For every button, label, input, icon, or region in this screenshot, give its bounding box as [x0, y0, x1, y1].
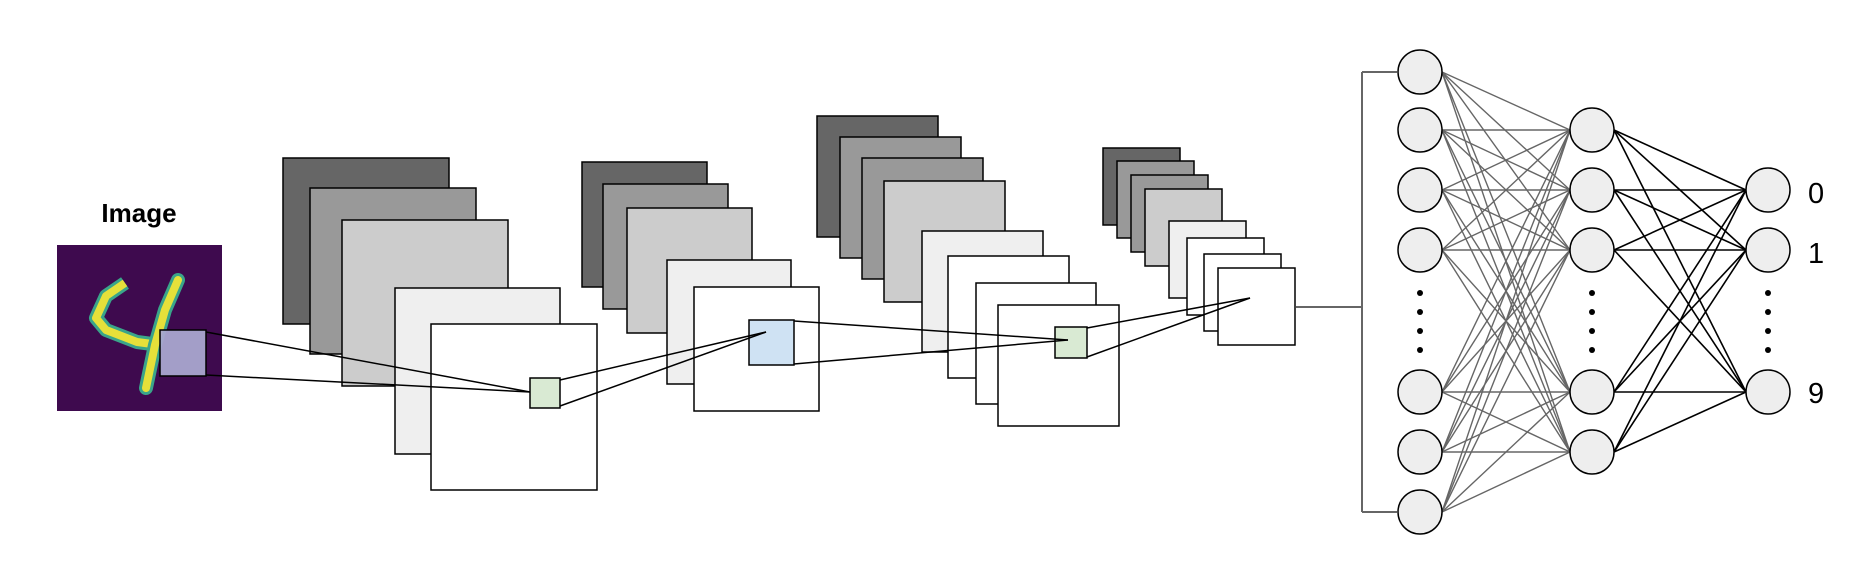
ellipsis-dot — [1589, 347, 1595, 353]
fc-ellipsis-markers — [1417, 290, 1771, 353]
output-label-9: 9 — [1808, 378, 1824, 410]
conv-block-1 — [282, 157, 598, 491]
fc-connection — [1441, 129, 1571, 191]
fc-connection — [1441, 189, 1571, 251]
projection-line — [205, 331, 531, 393]
fc-neurons — [1397, 49, 1791, 535]
fc-connection — [1613, 129, 1747, 393]
projection-line — [205, 374, 531, 393]
neuron-node — [1397, 369, 1443, 415]
neuron-node — [1569, 227, 1615, 273]
ellipsis-dot — [1765, 309, 1771, 315]
ellipsis-dot — [1589, 309, 1595, 315]
feature-map — [1217, 267, 1296, 346]
output-label-1: 1 — [1808, 238, 1824, 270]
projection-line — [1086, 297, 1251, 329]
projection-line — [1086, 297, 1251, 358]
fc-connection — [1441, 71, 1571, 251]
kernel-box-green — [1054, 326, 1088, 359]
ellipsis-dot — [1589, 290, 1595, 296]
ellipsis-dot — [1417, 290, 1423, 296]
digit-stroke-left — [92, 279, 161, 349]
neuron-node — [1397, 489, 1443, 535]
output-label-0: 0 — [1808, 178, 1824, 210]
image-label: Image — [101, 198, 176, 228]
neuron-node — [1569, 167, 1615, 213]
fc-connection — [1441, 129, 1571, 393]
fc-connection — [1441, 71, 1571, 131]
digit-image-background — [57, 245, 222, 411]
fc-connection — [1613, 249, 1747, 453]
fc-connection — [1613, 189, 1747, 251]
projection-line — [793, 320, 1069, 341]
neuron-node — [1569, 107, 1615, 153]
fc-connection — [1613, 129, 1747, 191]
neuron-node — [1569, 369, 1615, 415]
projection-lines — [205, 297, 1251, 407]
digit-stroke-right — [142, 276, 182, 392]
ellipsis-dot — [1417, 309, 1423, 315]
fc-connection — [1441, 71, 1571, 393]
projection-line — [793, 339, 1069, 365]
fc-connection — [1441, 129, 1571, 453]
conv-block-4 — [1102, 147, 1296, 346]
fc-connection — [1441, 129, 1571, 251]
projection-line — [559, 331, 767, 381]
neuron-node — [1745, 369, 1791, 415]
fc-connection — [1613, 391, 1747, 453]
conv-block-2 — [581, 161, 820, 412]
neuron-node — [1397, 49, 1443, 95]
projection-line — [559, 331, 767, 407]
digit-image — [57, 245, 222, 411]
neuron-node — [1745, 227, 1791, 273]
ellipsis-dot — [1765, 328, 1771, 334]
feature-map — [997, 304, 1120, 427]
fc-connection — [1441, 189, 1571, 513]
neuron-node — [1397, 429, 1443, 475]
output-labels: 0 1 9 — [1808, 178, 1824, 410]
input-image-group: Image — [57, 198, 222, 411]
fc-connection — [1441, 391, 1571, 513]
fc-connection — [1613, 189, 1747, 453]
neuron-node — [1745, 167, 1791, 213]
ellipsis-dot — [1417, 328, 1423, 334]
fc-connection — [1441, 391, 1571, 453]
fc-connection — [1441, 71, 1571, 191]
fc-connection — [1441, 129, 1571, 513]
neuron-node — [1397, 167, 1443, 213]
neuron-node — [1397, 227, 1443, 273]
conv-block-3 — [816, 115, 1120, 427]
fc-connection — [1441, 249, 1571, 513]
fc-connection — [1441, 451, 1571, 513]
feature-map — [430, 323, 598, 491]
fc-connections-layer-2 — [1613, 129, 1747, 453]
ellipsis-dot — [1765, 290, 1771, 296]
flatten-bracket — [1296, 71, 1397, 513]
ellipsis-dot — [1589, 328, 1595, 334]
fc-connection — [1613, 189, 1747, 393]
ellipsis-dot — [1765, 347, 1771, 353]
neuron-node — [1397, 107, 1443, 153]
kernel-box-green — [529, 377, 561, 409]
kernel-box-blue — [748, 319, 795, 366]
ellipsis-dot — [1417, 347, 1423, 353]
receptive-field-box — [159, 329, 207, 377]
fc-connections-layer-1 — [1441, 71, 1571, 513]
neuron-node — [1569, 429, 1615, 475]
